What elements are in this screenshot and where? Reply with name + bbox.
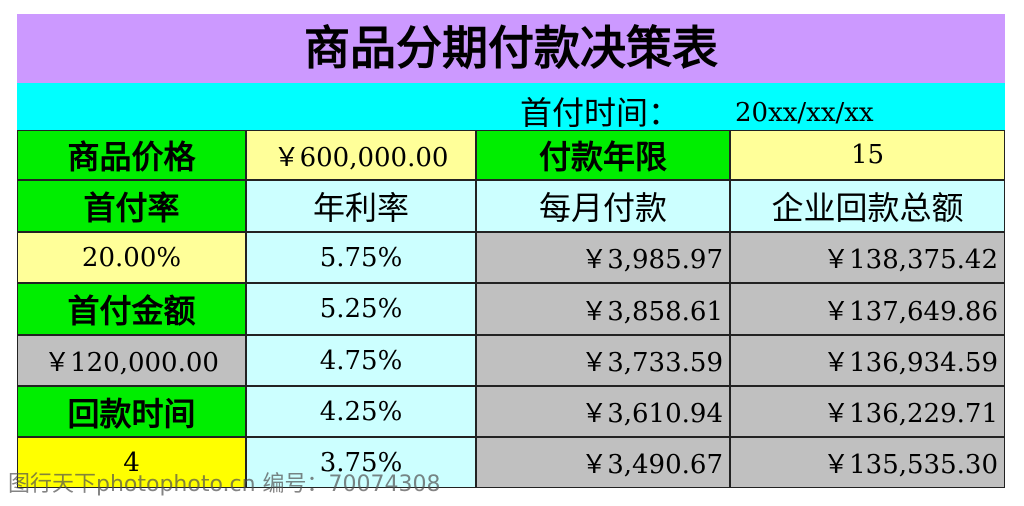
- table-cell: 付款年限: [476, 130, 730, 180]
- table-cell: 年利率: [246, 180, 476, 232]
- table-cell: 企业回款总额: [730, 180, 1005, 232]
- table-cell: 商品价格: [17, 130, 246, 180]
- table-cell: 5.25%: [246, 283, 476, 335]
- table-cell: ￥136,229.71: [730, 386, 1005, 437]
- table-cell: ￥3,490.67: [476, 437, 730, 488]
- table-cell: ￥136,934.59: [730, 335, 1005, 386]
- table-cell: 4.25%: [246, 386, 476, 437]
- title: 商品分期付款决策表: [17, 14, 1005, 83]
- watermark: 图行天下photophoto.cn 编号：70074308: [8, 472, 441, 497]
- table-cell: ￥120,000.00: [17, 335, 246, 386]
- table-cell: 首付金额: [17, 283, 246, 335]
- table-cell: ￥600,000.00: [246, 130, 476, 180]
- table-cell: 3.75%: [246, 437, 476, 488]
- table-cell: ￥3,985.97: [476, 232, 730, 283]
- table-cell: 4: [17, 437, 246, 488]
- table-cell: 20.00%: [17, 232, 246, 283]
- table-cell: ￥3,610.94: [476, 386, 730, 437]
- table-cell: ￥137,649.86: [730, 283, 1005, 335]
- table-cell: ￥138,375.42: [730, 232, 1005, 283]
- table-cell: 4.75%: [246, 335, 476, 386]
- table-cell: 15: [730, 130, 1005, 180]
- table-cell: ￥3,733.59: [476, 335, 730, 386]
- header-bar: [17, 83, 1005, 130]
- table-cell: 回款时间: [17, 386, 246, 437]
- table-cell: ￥3,858.61: [476, 283, 730, 335]
- table-cell: 每月付款: [476, 180, 730, 232]
- table-cell: 5.75%: [246, 232, 476, 283]
- header-label: 首付时间：: [520, 94, 681, 132]
- header-value: 20xx/xx/xx: [735, 98, 874, 128]
- table-cell: 首付率: [17, 180, 246, 232]
- table-cell: ￥135,535.30: [730, 437, 1005, 488]
